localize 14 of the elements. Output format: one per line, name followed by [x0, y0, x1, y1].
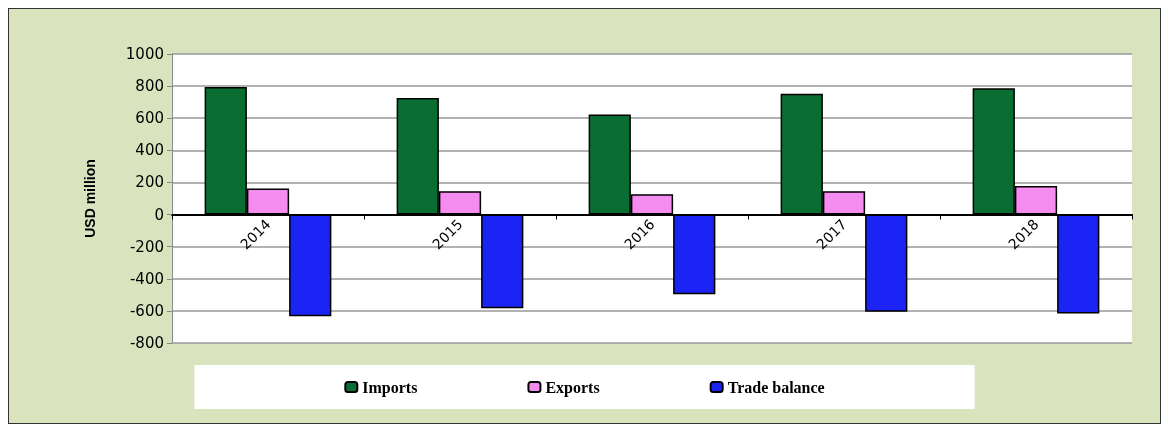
y-tick-label: 400: [135, 141, 164, 160]
legend-label: Exports: [545, 378, 600, 397]
y-tick-label: 200: [135, 173, 164, 192]
y-tick-label: 800: [135, 77, 164, 96]
y-tick-label: 1000: [125, 45, 164, 63]
y-axis-title: USD million: [82, 159, 98, 238]
legend-label: Imports: [362, 378, 418, 397]
y-tick-label: 600: [135, 109, 164, 128]
y-tick-label: -200: [129, 237, 164, 256]
y-tick-label: 0: [154, 205, 164, 224]
y-tick-label: -600: [129, 301, 164, 320]
y-tick-label: -400: [129, 269, 164, 288]
legend-label: Trade balance: [727, 378, 825, 396]
y-tick-label: -800: [129, 334, 164, 352]
